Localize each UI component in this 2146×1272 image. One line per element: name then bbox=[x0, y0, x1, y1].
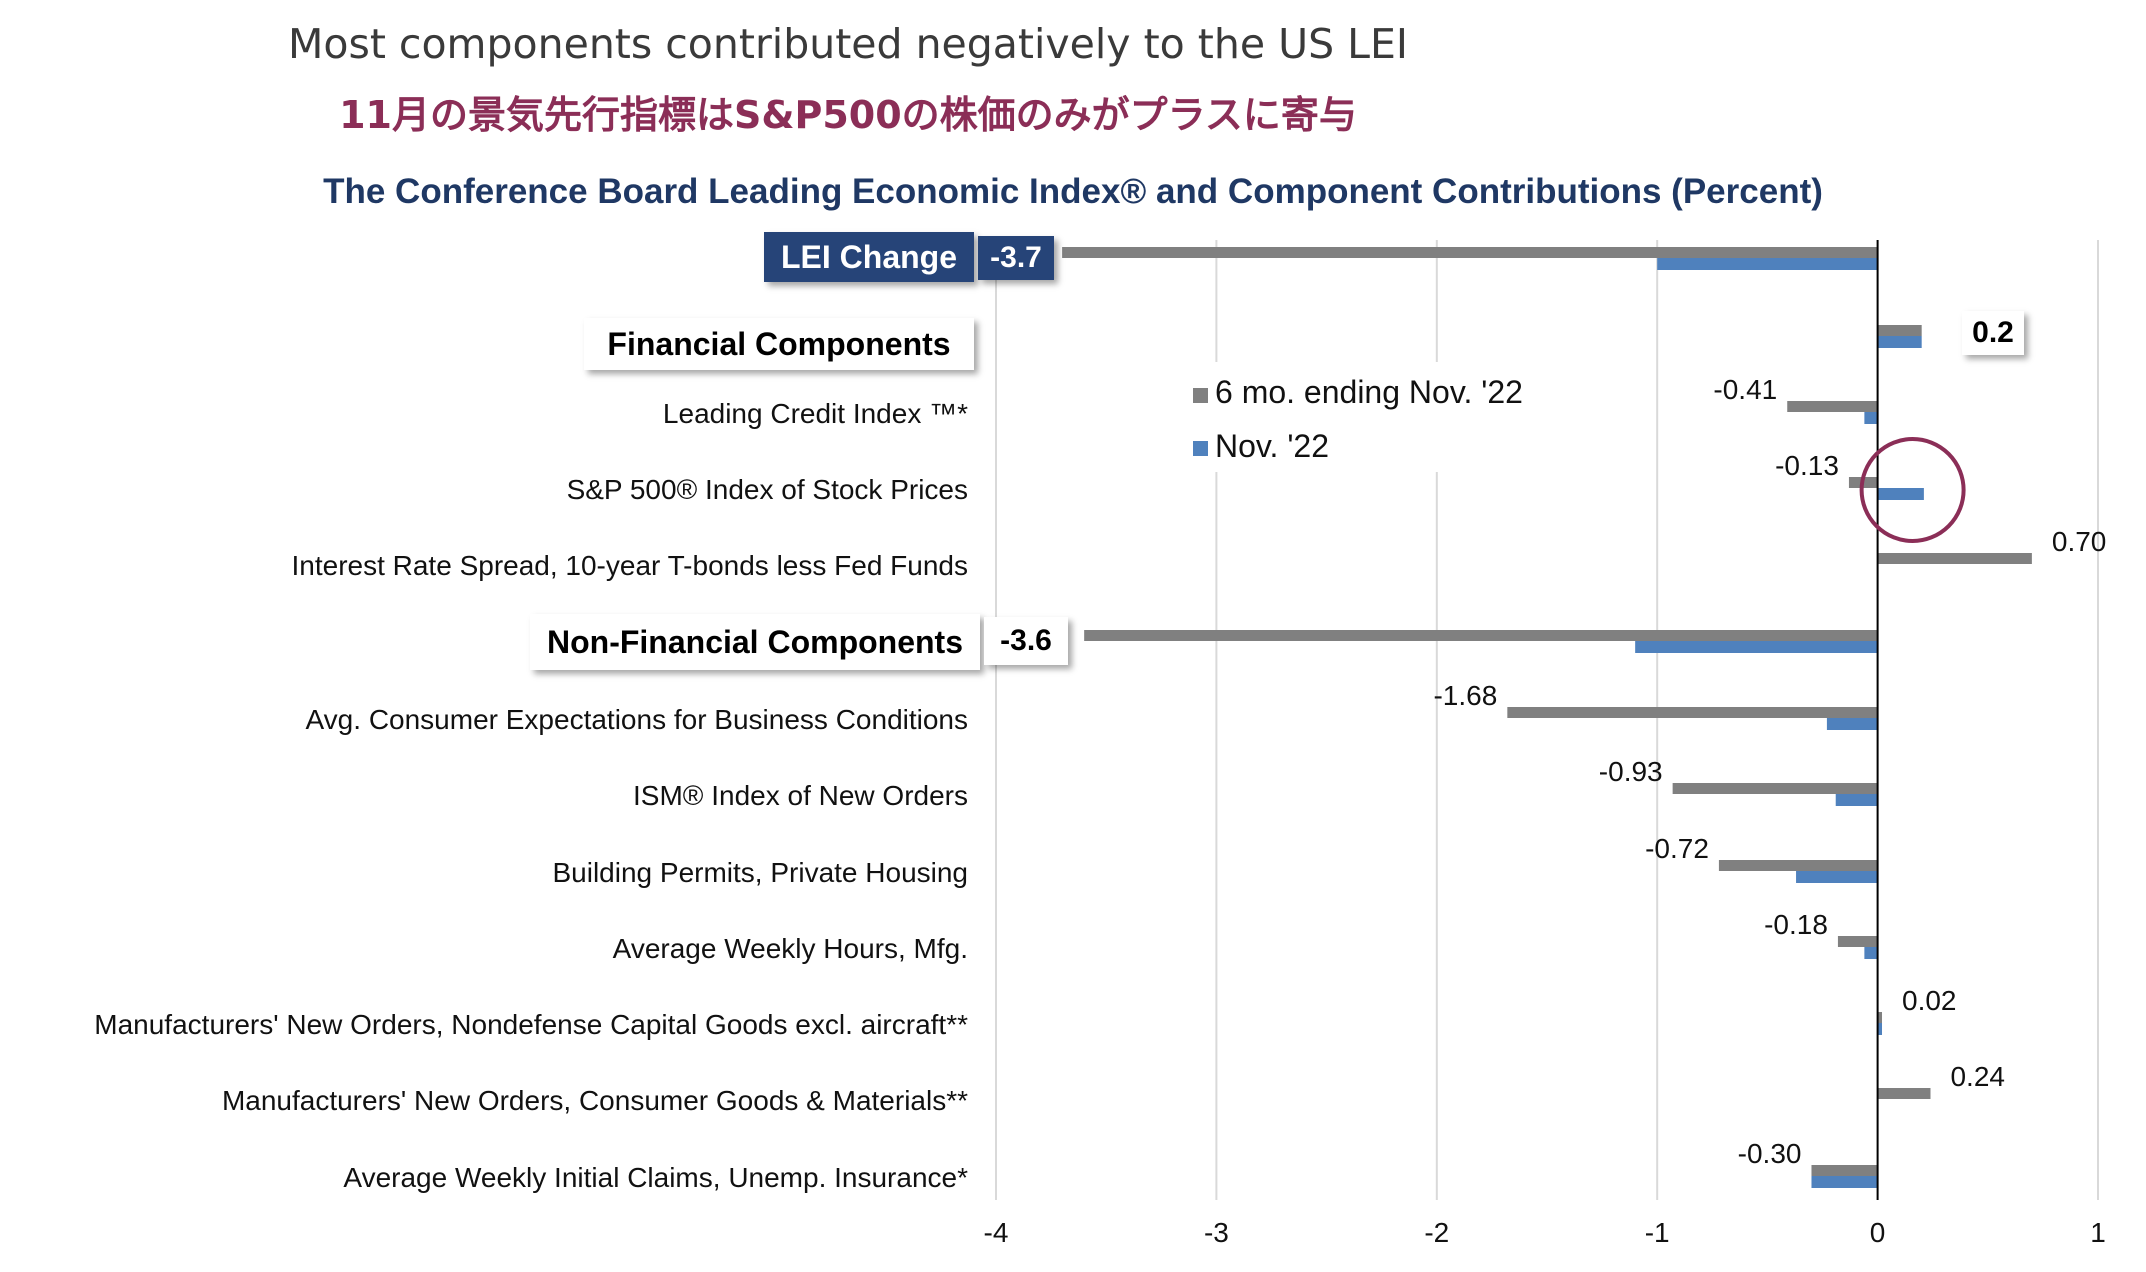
non-financial-components-label: Non-Financial Components bbox=[530, 614, 980, 670]
bar-6mo bbox=[1672, 783, 1878, 794]
chart-title: The Conference Board Leading Economic In… bbox=[323, 172, 1823, 211]
data-label: 0.02 bbox=[1902, 985, 1957, 1016]
legend-label-6mo: 6 mo. ending Nov. '22 bbox=[1215, 374, 1523, 410]
data-label: -0.72 bbox=[1645, 833, 1709, 864]
bar-6mo bbox=[1062, 247, 1878, 258]
x-tick-label: -1 bbox=[1645, 1217, 1670, 1248]
category-label: Average Weekly Hours, Mfg. bbox=[613, 933, 968, 964]
legend-label-nov: Nov. '22 bbox=[1215, 428, 1329, 464]
data-label: -0.41 bbox=[1713, 374, 1777, 405]
bar-6mo bbox=[1877, 1012, 1883, 1023]
x-tick-label: -4 bbox=[984, 1217, 1009, 1248]
legend-swatch-6mo bbox=[1193, 388, 1208, 403]
bar-nov bbox=[1864, 412, 1878, 424]
category-label: Average Weekly Initial Claims, Unemp. In… bbox=[343, 1162, 968, 1193]
non-financial-components-value: -3.6 bbox=[984, 617, 1068, 665]
bar-6mo bbox=[1877, 1088, 1931, 1099]
bar-6mo bbox=[1811, 1165, 1878, 1176]
main-title: Most components contributed negatively t… bbox=[288, 20, 1408, 68]
data-label: -0.18 bbox=[1764, 909, 1828, 940]
lei-change-value: -3.7 bbox=[978, 236, 1054, 280]
bar-nov bbox=[1877, 1023, 1883, 1035]
bar-nov bbox=[1811, 1176, 1878, 1188]
category-label: Manufacturers' New Orders, Consumer Good… bbox=[222, 1085, 968, 1116]
bar-nov bbox=[1826, 718, 1878, 730]
bar-6mo bbox=[1787, 401, 1878, 412]
lei-change-label: LEI Change bbox=[764, 232, 974, 282]
x-tick-label: -3 bbox=[1204, 1217, 1229, 1248]
bar-nov bbox=[1835, 794, 1878, 806]
category-label: Avg. Consumer Expectations for Business … bbox=[306, 704, 968, 735]
financial-components-value: 0.2 bbox=[1962, 311, 2024, 355]
data-label: -0.30 bbox=[1738, 1138, 1802, 1169]
japanese-subtitle: 11月の景気先行指標はS&P500の株価のみがプラスに寄与 bbox=[339, 93, 1357, 137]
highlight-circle bbox=[1859, 437, 1966, 543]
bar-6mo bbox=[1084, 630, 1878, 641]
x-tick-label: 1 bbox=[2090, 1217, 2106, 1248]
bar-6mo bbox=[1837, 936, 1878, 947]
data-label: -0.13 bbox=[1775, 450, 1839, 481]
data-label: -1.68 bbox=[1433, 680, 1497, 711]
category-label: Interest Rate Spread, 10-year T-bonds le… bbox=[291, 550, 968, 581]
data-label: -0.93 bbox=[1599, 756, 1663, 787]
bar-6mo bbox=[1507, 707, 1878, 718]
bar-nov bbox=[1635, 641, 1878, 653]
category-label: Building Permits, Private Housing bbox=[552, 857, 968, 888]
category-label: S&P 500® Index of Stock Prices bbox=[567, 474, 968, 505]
category-label: Leading Credit Index ™* bbox=[663, 398, 968, 429]
bar-nov bbox=[1877, 336, 1922, 348]
category-label: Manufacturers' New Orders, Nondefense Ca… bbox=[94, 1009, 968, 1040]
financial-components-label: Financial Components bbox=[584, 318, 974, 370]
bar-6mo bbox=[1877, 325, 1922, 336]
bar-nov bbox=[1796, 871, 1878, 883]
legend-swatch-nov bbox=[1193, 441, 1208, 456]
bar-nov bbox=[1657, 258, 1878, 270]
x-tick-label: -2 bbox=[1424, 1217, 1449, 1248]
category-label: ISM® Index of New Orders bbox=[633, 780, 968, 811]
data-label: 0.24 bbox=[1950, 1061, 2005, 1092]
bar-6mo bbox=[1718, 860, 1878, 871]
data-label: 0.70 bbox=[2052, 526, 2107, 557]
x-tick-label: 0 bbox=[1870, 1217, 1886, 1248]
bar-nov bbox=[1877, 488, 1924, 500]
bar-nov bbox=[1864, 947, 1878, 959]
legend-background bbox=[1180, 362, 1560, 472]
bar-6mo bbox=[1877, 553, 2032, 564]
